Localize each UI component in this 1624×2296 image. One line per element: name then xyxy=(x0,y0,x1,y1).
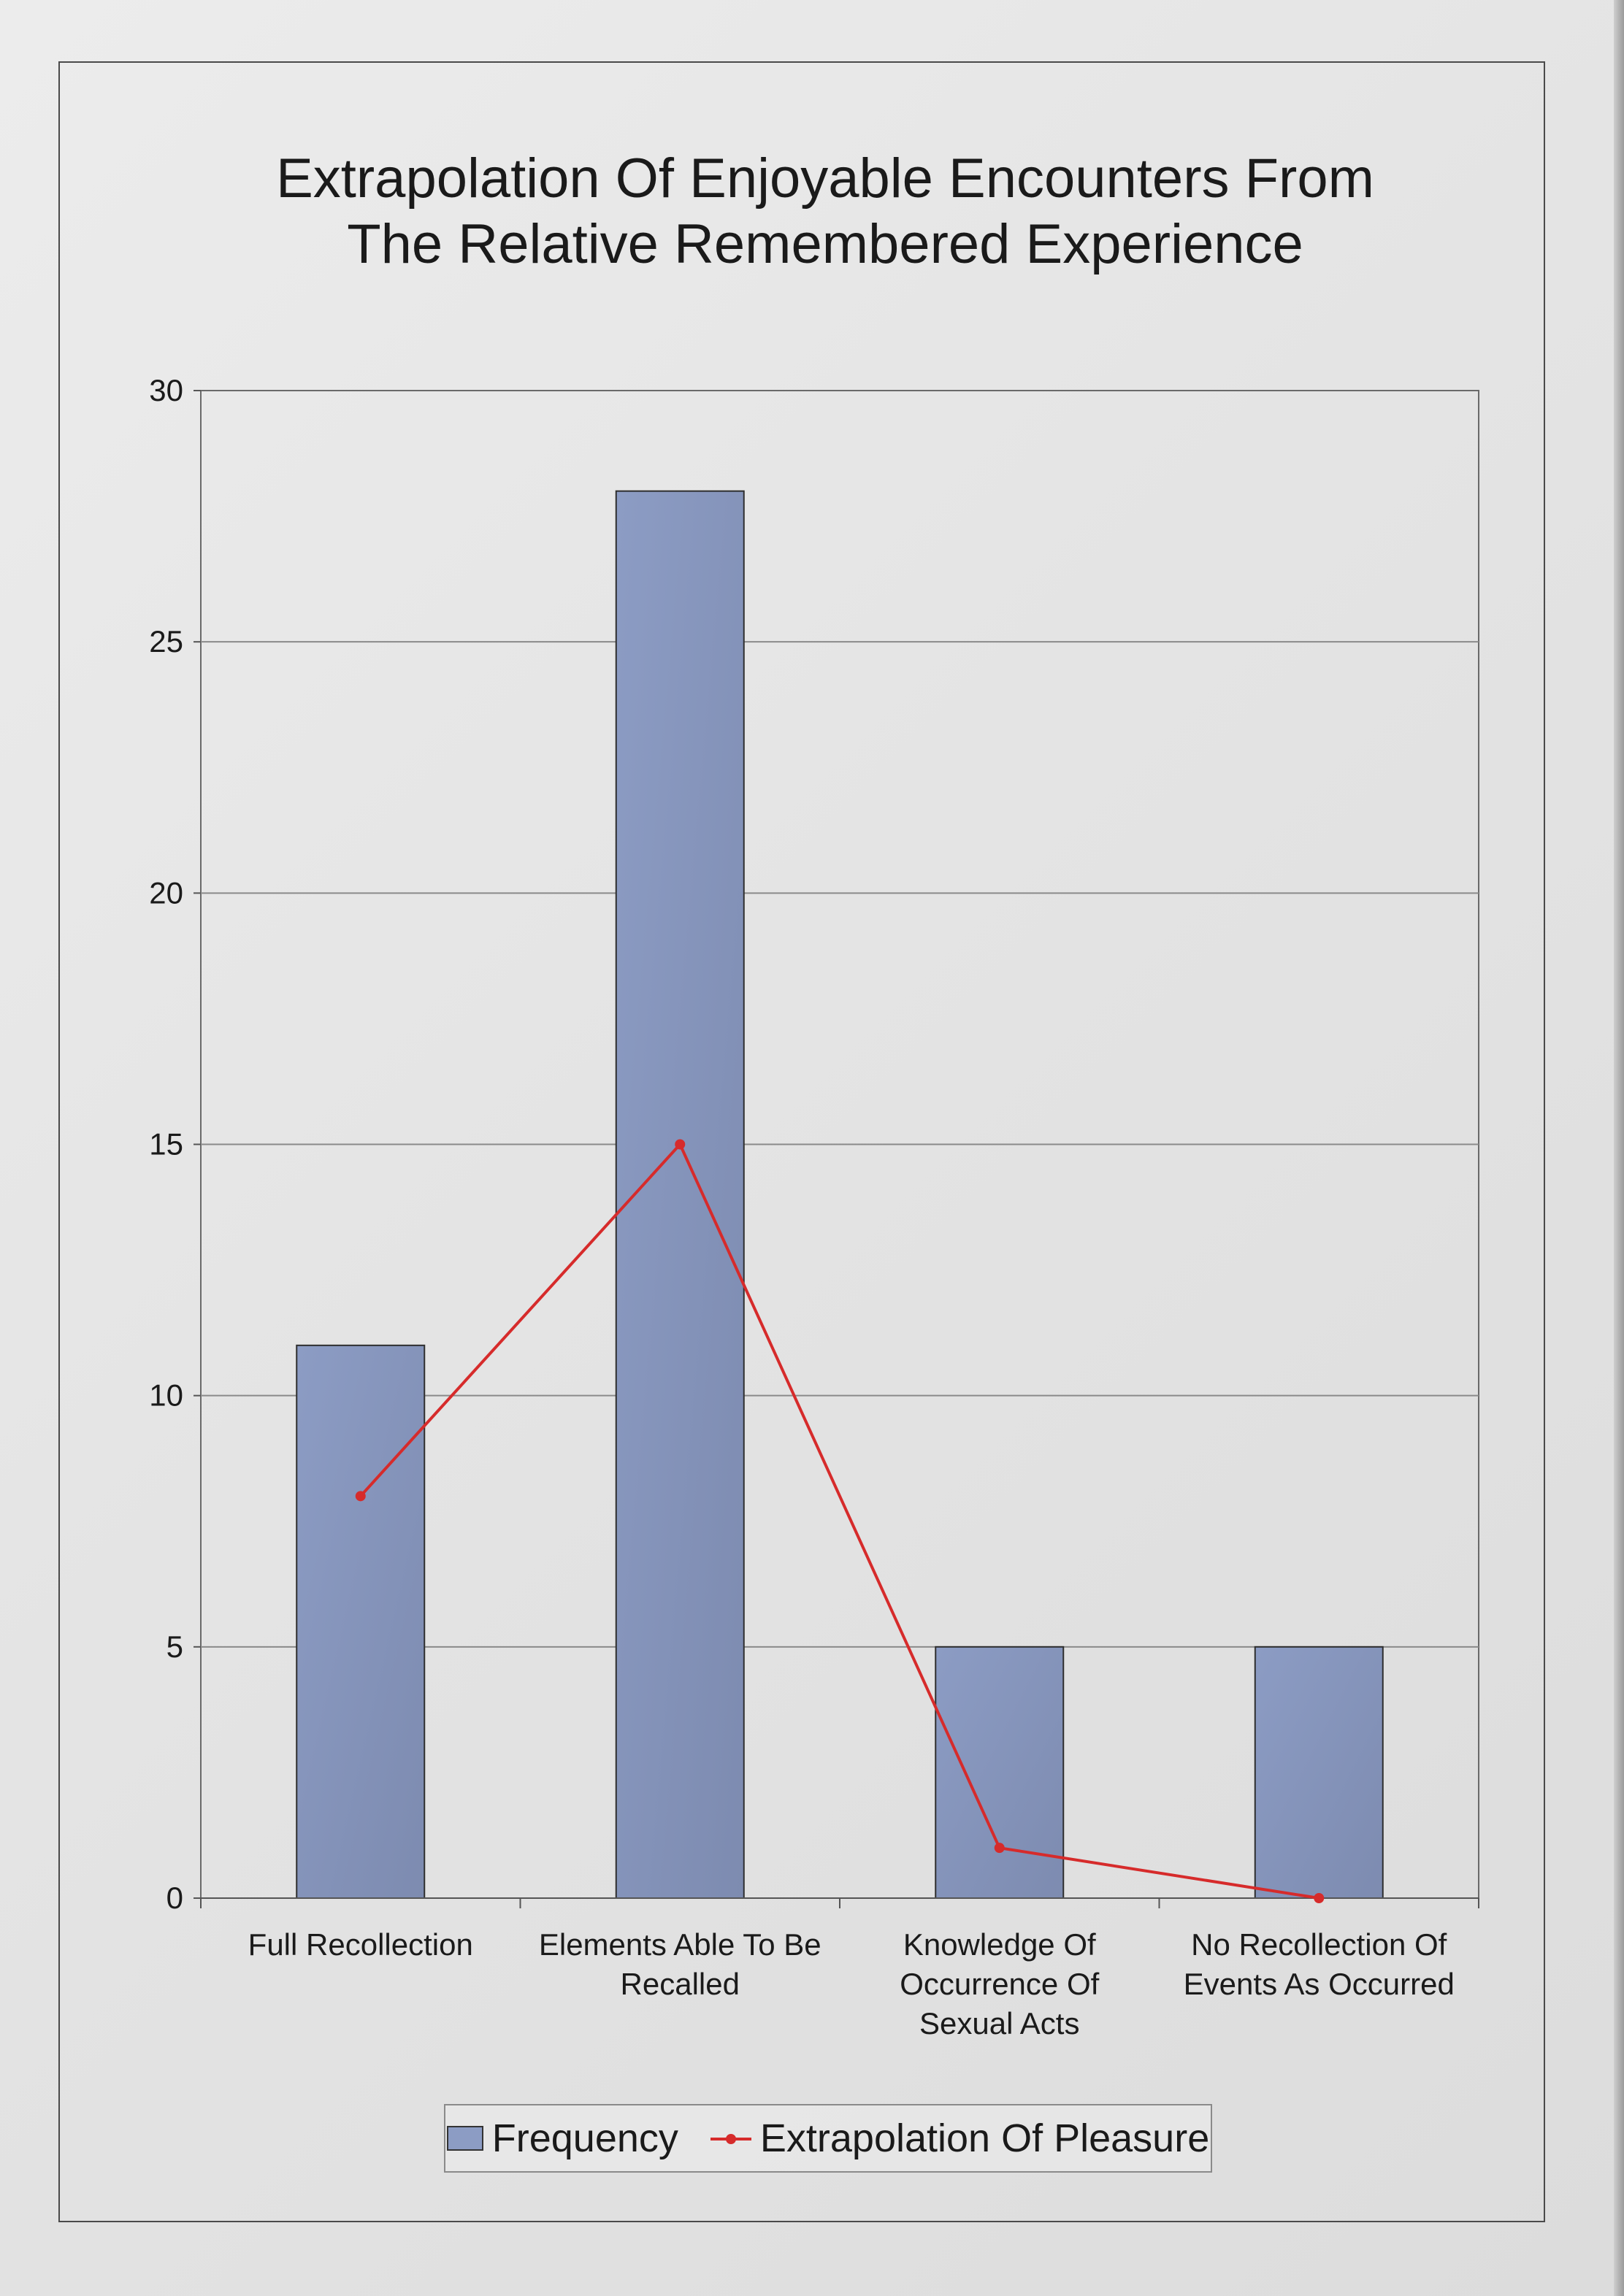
chart-title-line-2: The Relative Remembered Experience xyxy=(347,213,1303,275)
legend-swatch-frequency xyxy=(446,2126,483,2151)
legend-label-pleasure: Extrapolation Of Pleasure xyxy=(759,2116,1210,2160)
legend-marker-pleasure xyxy=(710,2126,751,2151)
bar-frequency xyxy=(935,1646,1065,1899)
legend-label-frequency: Frequency xyxy=(491,2116,678,2160)
y-tick-label: 15 xyxy=(149,1127,183,1162)
bar-frequency xyxy=(296,1344,426,1900)
point-extrapolation-of-pleasure xyxy=(1314,1893,1325,1903)
y-tick-label: 30 xyxy=(149,373,183,407)
point-extrapolation-of-pleasure xyxy=(675,1139,686,1150)
bar-frequency xyxy=(615,490,745,1900)
y-tick-label: 10 xyxy=(149,1378,183,1413)
y-tick-label: 25 xyxy=(149,624,183,659)
chart-frame xyxy=(58,61,1545,2222)
line-extrapolation-of-pleasure xyxy=(359,1141,1320,1900)
legend-entry-pleasure: Extrapolation Of Pleasure xyxy=(710,2116,1209,2161)
point-extrapolation-of-pleasure xyxy=(994,1843,1005,1854)
x-category-label: Knowledge Of Occurrence Of Sexual Acts xyxy=(900,1927,1099,2040)
chart-title: Extrapolation Of Enjoyable Encounters Fr… xyxy=(146,146,1504,277)
point-extrapolation-of-pleasure xyxy=(355,1491,366,1502)
poster-edge xyxy=(1614,0,1624,2296)
chart-title-line-1: Extrapolation Of Enjoyable Encounters Fr… xyxy=(276,147,1374,210)
bar-frequency xyxy=(1254,1646,1384,1899)
y-tick-label: 5 xyxy=(166,1629,183,1664)
x-category-label: Full Recollection xyxy=(248,1927,473,1962)
chart-legend: Frequency Extrapolation Of Pleasure xyxy=(444,2104,1212,2173)
y-tick-label: 20 xyxy=(149,875,183,910)
x-category-label: No Recollection Of Events As Occurred xyxy=(1184,1927,1455,2001)
legend-entry-frequency: Frequency xyxy=(446,2116,678,2161)
x-category-label: Elements Able To Be Recalled xyxy=(539,1927,821,2001)
y-tick-label: 0 xyxy=(166,1881,183,1915)
